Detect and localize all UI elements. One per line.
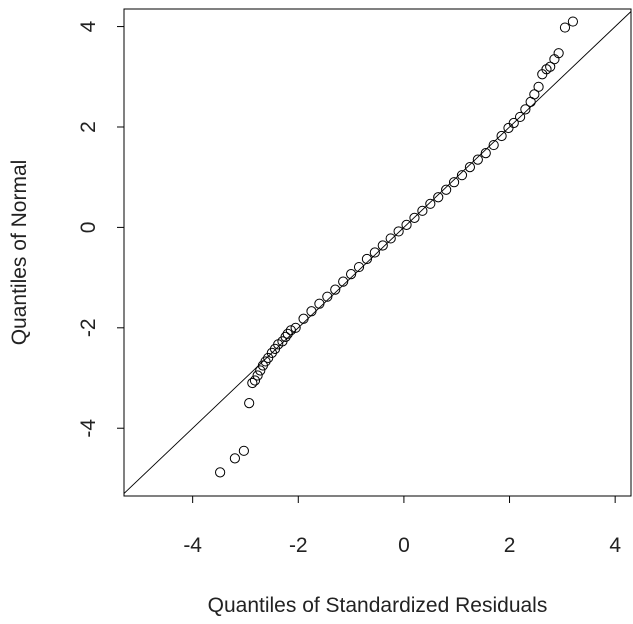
y-tick-label: -4 [77, 419, 100, 438]
y-tick-label: 2 [77, 121, 100, 133]
data-point [285, 325, 296, 336]
data-point [260, 356, 271, 367]
data-point [215, 467, 226, 478]
data-point [533, 81, 544, 92]
data-point [255, 365, 266, 376]
data-point [464, 162, 476, 173]
data-point [541, 64, 552, 75]
data-point [322, 291, 333, 302]
data-point [247, 377, 258, 389]
data-point [338, 276, 349, 287]
data-point [282, 328, 293, 339]
data-point [385, 233, 396, 244]
data-point [263, 352, 274, 364]
data-point [441, 184, 452, 195]
data-point [529, 89, 540, 100]
data-point [409, 212, 420, 223]
data-point [433, 192, 444, 203]
data-point [508, 117, 519, 129]
data-point [369, 247, 380, 258]
data-point [252, 370, 263, 381]
data-point [393, 226, 404, 237]
y-tick-labels: 4 2 0 -2 -4 [77, 20, 100, 437]
data-point [229, 453, 241, 464]
data-point [280, 331, 291, 342]
x-tick-label: 0 [398, 534, 410, 557]
data-point [488, 139, 499, 151]
data-point [514, 111, 526, 123]
data-point [361, 253, 373, 265]
data-point [520, 104, 531, 115]
data-point [377, 240, 388, 251]
data-point [353, 261, 365, 273]
data-point [480, 147, 491, 159]
data-point [330, 284, 341, 295]
data-point [553, 48, 564, 59]
x-tick-label: -4 [183, 534, 202, 557]
data-point [244, 398, 255, 409]
reference-line [123, 11, 632, 494]
data-point [496, 130, 507, 142]
y-tick-label: 4 [77, 20, 100, 32]
data-point [567, 16, 579, 27]
x-tick-label: 2 [504, 534, 516, 557]
data-point [472, 154, 483, 165]
data-point [545, 61, 556, 72]
data-point [345, 268, 357, 280]
x-tick-label: -2 [289, 534, 308, 557]
data-point [425, 198, 436, 209]
data-point [238, 445, 249, 456]
y-tick-label: 0 [77, 222, 100, 234]
data-point [417, 205, 428, 216]
x-axis-label: Quantiles of Standardized Residuals [208, 594, 548, 617]
data-point [306, 306, 317, 317]
y-axis-label: Quantiles of Normal [8, 160, 31, 346]
data-points [215, 16, 579, 478]
data-point [298, 313, 309, 324]
data-point [559, 22, 571, 33]
y-axis-ticks [117, 26, 124, 429]
data-point [448, 177, 460, 188]
data-point [456, 170, 468, 181]
plot-frame [123, 8, 632, 497]
x-axis-ticks [192, 496, 616, 503]
data-point [249, 375, 261, 386]
data-point [314, 298, 325, 309]
data-point [290, 322, 301, 333]
y-tick-label: -2 [77, 318, 100, 337]
x-tick-labels: -4 -2 0 2 4 [183, 534, 621, 557]
x-tick-label: 4 [609, 534, 621, 557]
data-point [401, 219, 412, 230]
